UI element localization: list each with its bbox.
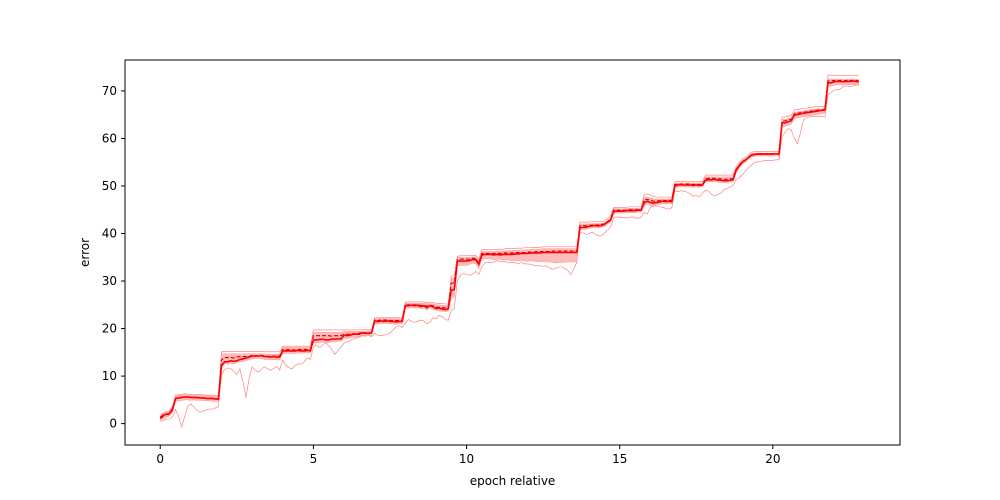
series-line-mean	[159, 79, 859, 419]
y-axis-label: error	[78, 238, 92, 267]
y-tick-label: 10	[102, 369, 117, 383]
y-tick-label: 50	[102, 179, 117, 193]
plot-frame	[124, 59, 901, 446]
x-axis-label: epoch relative	[470, 474, 556, 488]
central-lines	[159, 79, 859, 419]
y-tick-label: 60	[102, 131, 117, 145]
y-tick-label: 30	[102, 274, 117, 288]
y-tick-label: 40	[102, 226, 117, 240]
x-tick-label: 20	[765, 452, 780, 466]
x-tick-label: 15	[612, 452, 627, 466]
y-tick-label: 0	[109, 417, 117, 431]
series-line-extreme-lower	[160, 84, 859, 429]
x-tick-label: 0	[156, 452, 164, 466]
series-line-median	[159, 80, 859, 419]
y-tick-label: 20	[102, 322, 117, 336]
x-axis-ticks: 0 5 10 15 20	[156, 445, 781, 466]
extreme-lines	[160, 74, 859, 429]
iqr-band	[159, 78, 859, 421]
y-tick-label: 70	[102, 84, 117, 98]
series-line-extreme-upper	[160, 74, 859, 416]
x-tick-label: 10	[459, 452, 474, 466]
series-band-fill	[159, 78, 859, 421]
x-tick-label: 5	[310, 452, 318, 466]
y-axis-ticks: 0 10 20 30 40 50 60 70	[102, 84, 125, 431]
